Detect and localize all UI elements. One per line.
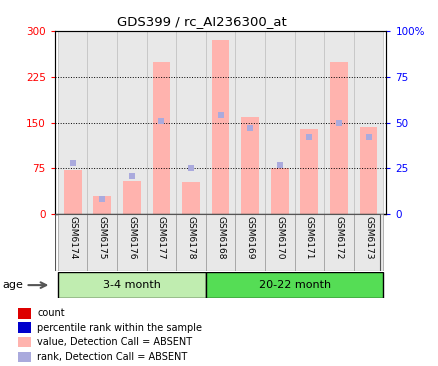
Text: GSM6170: GSM6170 [275, 216, 284, 259]
Bar [205, 31, 235, 214]
Text: count: count [37, 309, 65, 318]
Bar [270, 168, 288, 214]
Text: GSM6168: GSM6168 [215, 216, 225, 259]
Bar [294, 31, 323, 214]
Bar [18, 308, 31, 318]
Bar [235, 214, 265, 271]
Bar [64, 170, 81, 214]
Bar [205, 214, 235, 271]
Bar [265, 31, 294, 214]
Text: 3-4 month: 3-4 month [102, 280, 160, 290]
Bar [117, 214, 146, 271]
Text: GDS399 / rc_AI236300_at: GDS399 / rc_AI236300_at [117, 15, 286, 28]
Bar [211, 40, 229, 214]
Bar [235, 31, 265, 214]
Bar [152, 61, 170, 214]
Point [128, 173, 135, 179]
Text: GSM6174: GSM6174 [68, 216, 77, 259]
Bar [353, 31, 382, 214]
Bar [117, 31, 146, 214]
Bar [58, 214, 87, 271]
Text: value, Detection Call = ABSENT: value, Detection Call = ABSENT [37, 337, 192, 347]
Bar [353, 214, 382, 271]
Bar [205, 272, 382, 298]
Bar [58, 272, 205, 298]
Bar [323, 214, 353, 271]
Point [99, 197, 106, 202]
Text: GSM6178: GSM6178 [186, 216, 195, 259]
Bar [93, 196, 111, 214]
Text: 20-22 month: 20-22 month [258, 280, 330, 290]
Bar [323, 31, 353, 214]
Text: percentile rank within the sample: percentile rank within the sample [37, 322, 201, 333]
Text: GSM6176: GSM6176 [127, 216, 136, 259]
Bar [18, 337, 31, 347]
Text: GSM6172: GSM6172 [334, 216, 343, 259]
Text: age: age [2, 280, 23, 290]
Text: GSM6177: GSM6177 [156, 216, 166, 259]
Point [364, 134, 371, 140]
Point [276, 162, 283, 168]
Point [335, 120, 342, 126]
Bar [182, 182, 199, 214]
Bar [146, 214, 176, 271]
Bar [294, 214, 323, 271]
Point [158, 118, 165, 124]
Point [246, 125, 253, 131]
Point [69, 160, 76, 166]
Bar [241, 116, 258, 214]
Bar [359, 127, 377, 214]
Bar [18, 352, 31, 362]
Bar [58, 31, 87, 214]
Text: GSM6171: GSM6171 [304, 216, 313, 259]
Text: GSM6175: GSM6175 [98, 216, 106, 259]
Bar [176, 31, 205, 214]
Text: GSM6169: GSM6169 [245, 216, 254, 259]
Bar [146, 31, 176, 214]
Bar [87, 31, 117, 214]
Text: GSM6173: GSM6173 [363, 216, 372, 259]
Point [305, 134, 312, 140]
Bar [300, 129, 318, 214]
Text: rank, Detection Call = ABSENT: rank, Detection Call = ABSENT [37, 352, 187, 362]
Point [187, 165, 194, 171]
Bar [123, 180, 140, 214]
Bar [87, 214, 117, 271]
Point [216, 112, 223, 118]
Bar [176, 214, 205, 271]
Bar [18, 322, 31, 333]
Bar [265, 214, 294, 271]
Bar [329, 61, 347, 214]
